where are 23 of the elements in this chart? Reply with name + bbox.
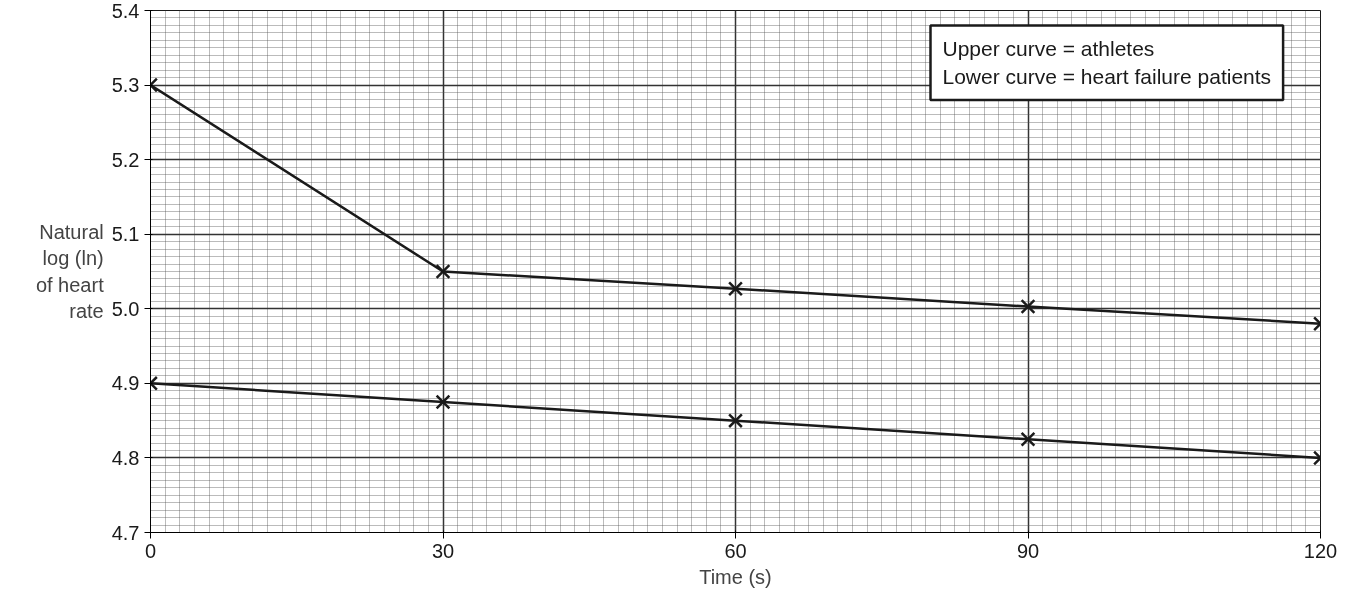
- x-tick-label: 30: [431, 539, 455, 562]
- annotation: Lower curve = heart failure patients: [942, 65, 1272, 89]
- y-tick-label: 4.9: [111, 372, 140, 395]
- y-tick-label: 4.7: [111, 521, 140, 544]
- x-tick-label: 120: [1303, 539, 1338, 562]
- point: [1020, 298, 1036, 315]
- annotation: Upper curve = athletes: [942, 37, 1155, 61]
- y-tick-label: 5.4: [111, 0, 140, 22]
- x-tick-label: 0: [144, 539, 157, 562]
- x-tick-label: 90: [1016, 539, 1040, 562]
- point: [727, 281, 744, 297]
- y-tick-label: 5.1: [111, 223, 140, 246]
- point: [435, 394, 451, 410]
- y-tick-label: 4.8: [111, 446, 140, 469]
- y-tick-label: 5.0: [111, 297, 140, 320]
- x-axis-title: Time (s): [699, 565, 772, 588]
- y-axis-title: Natural log (ln) of heart rate: [35, 220, 105, 323]
- y-tick-label: 5.2: [111, 148, 140, 171]
- point: [1020, 431, 1036, 447]
- point: [435, 263, 451, 280]
- point: [727, 413, 744, 429]
- y-tick-label: 5.3: [111, 74, 140, 97]
- x-tick-label: 60: [724, 539, 747, 562]
